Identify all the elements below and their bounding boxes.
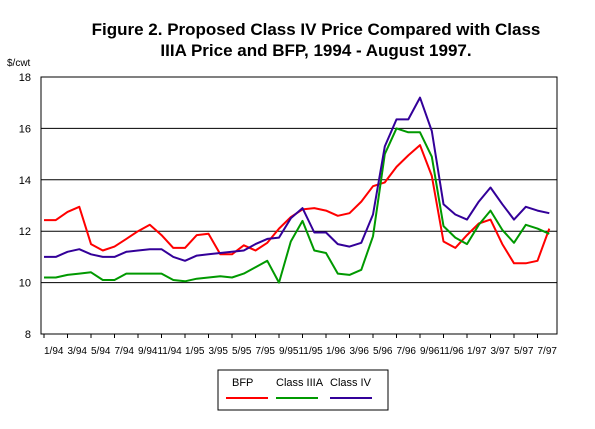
y-tick-label: 10 [19, 278, 31, 290]
x-tick-label: 9/9411/94 [138, 346, 182, 357]
x-tick-label: 9/9611/96 [420, 346, 464, 357]
y-axis-unit: $/cwt [7, 58, 31, 69]
x-tick-label: 3/95 [209, 346, 229, 357]
x-tick-label: 1/95 [185, 346, 205, 357]
legend-box [217, 369, 389, 411]
legend: BFP Class IIIA Class IV [217, 369, 389, 411]
x-tick-label: 7/95 [256, 346, 276, 357]
y-tick-label: 18 [19, 72, 31, 84]
legend-label: Class IIIA [276, 377, 324, 389]
chart-title-line2: IIIA Price and BFP, 1994 - August 1997. [160, 41, 471, 60]
plot-area-border [40, 76, 558, 335]
series-line-bfp [44, 144, 551, 265]
x-tick-label: 7/96 [397, 346, 417, 357]
x-tick-label: 3/94 [68, 346, 88, 357]
x-tick-label: 1/94 [44, 346, 64, 357]
x-tick-label: 5/94 [91, 346, 111, 357]
x-tick-label: 1/97 [467, 346, 487, 357]
series-lines [44, 96, 551, 284]
x-tick-label: 9/9511/95 [279, 346, 323, 357]
y-tick-label: 12 [19, 226, 31, 238]
x-tick-label: 5/95 [232, 346, 252, 357]
y-tick-label: 16 [19, 123, 31, 135]
y-tick-label: 14 [19, 175, 31, 187]
series-line-class-iiia [44, 127, 550, 284]
series-line-class-iv [44, 96, 550, 262]
x-tick-label: 5/97 [514, 346, 534, 357]
x-tick-label: 3/96 [350, 346, 370, 357]
gridlines [41, 76, 557, 335]
x-tick-label: 3/97 [491, 346, 511, 357]
x-tick-label: 7/94 [115, 346, 135, 357]
legend-label: BFP [232, 377, 253, 389]
x-tick-label: 7/97 [538, 346, 558, 357]
chart-title-line1: Figure 2. Proposed Class IV Price Compar… [92, 20, 541, 39]
x-tick-label: 1/96 [326, 346, 346, 357]
y-tick-label: 8 [25, 329, 31, 341]
legend-label: Class IV [330, 377, 372, 389]
x-tick-label: 5/96 [373, 346, 393, 357]
y-tick-labels: 8 10 12 14 16 18 [19, 72, 31, 341]
x-tick-labels: 1/94 3/94 5/94 7/94 9/9411/94 1/95 3/95 5/95 7/9… [43, 334, 558, 357]
